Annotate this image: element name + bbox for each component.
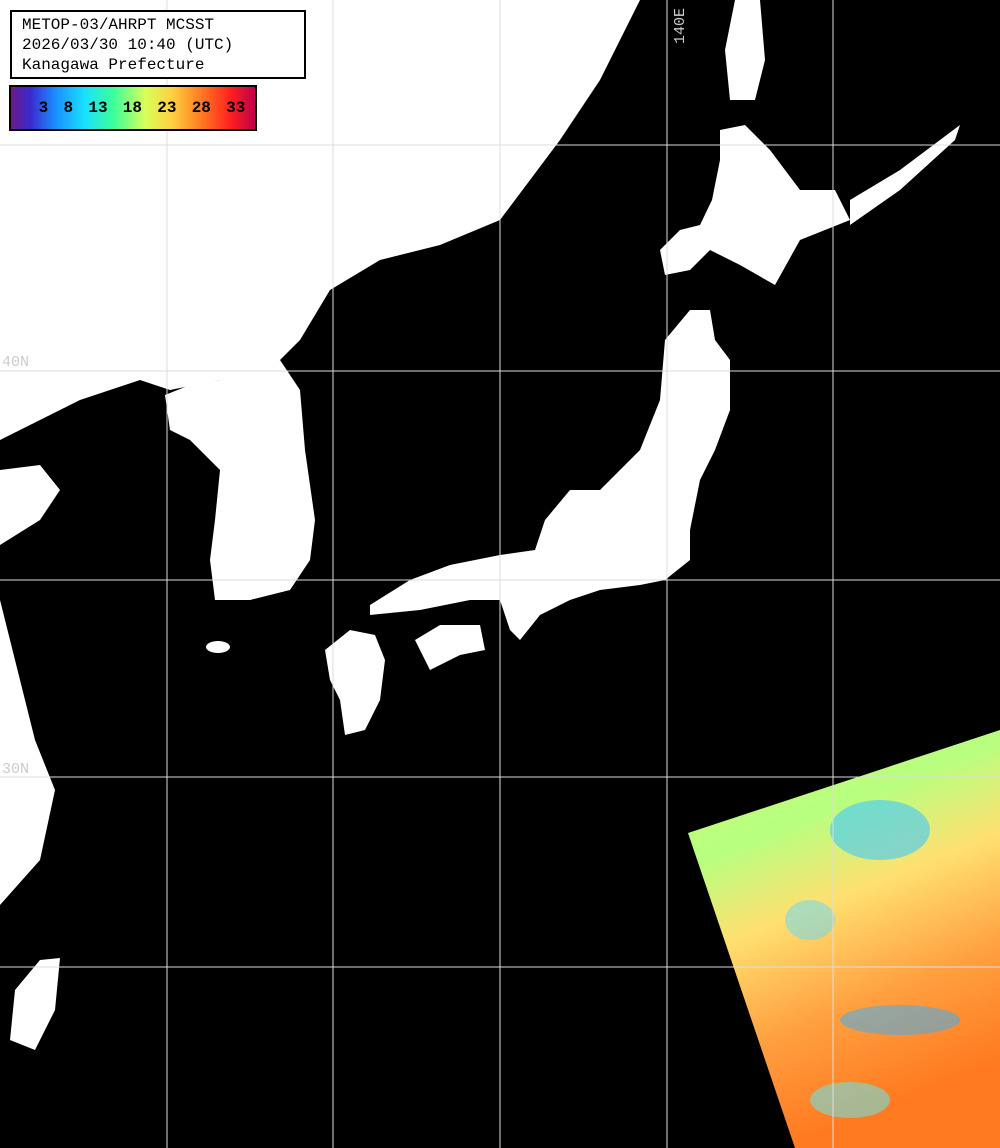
legend-tick-label: 8 (63, 99, 74, 117)
lon-label: 140E (672, 8, 689, 44)
lat-label: 40N (2, 354, 29, 371)
lat-label: 30N (2, 761, 29, 778)
legend-tick-label: 18 (122, 99, 142, 117)
color-legend: 3 8 13 18 23 28 33 (9, 85, 257, 131)
header-line: Kanagawa Prefecture (22, 56, 205, 74)
legend-tick-label: 13 (88, 99, 108, 117)
sst-swath (688, 730, 1000, 1148)
legend-tick-label: 28 (191, 99, 211, 117)
header-line: 2026/03/30 10:40 (UTC) (22, 36, 234, 54)
legend-tick-label: 23 (157, 99, 177, 117)
legend-tick-label: 33 (226, 99, 246, 117)
header-line: METOP-03/AHRPT MCSST (22, 16, 215, 34)
header: METOP-03/AHRPT MCSST 2026/03/30 10:40 (UT… (10, 10, 306, 79)
legend-tick-label: 3 (38, 99, 49, 117)
